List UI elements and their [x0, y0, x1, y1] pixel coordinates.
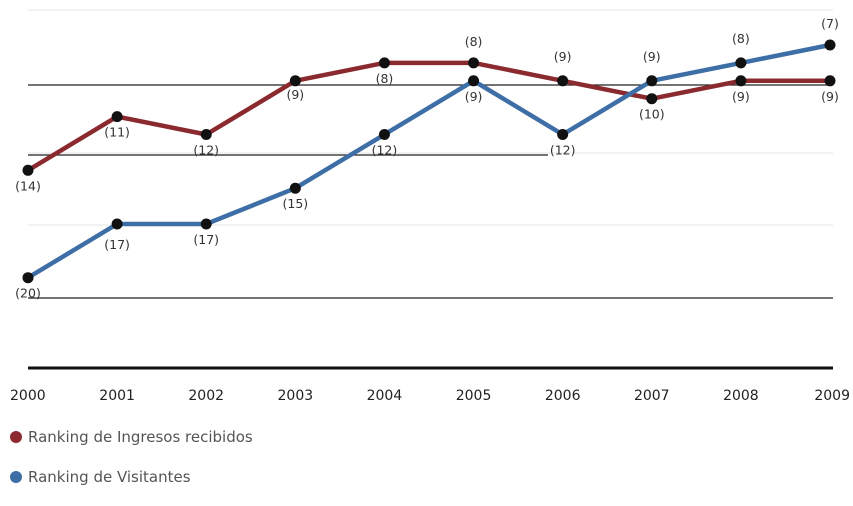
data-labels: (14) (11) (12) (9) (8) (8) (9) (10) (9) (9) (20) (1… — [15, 16, 839, 301]
x-tick-label-2001: 2001 — [99, 388, 135, 404]
data-point-s1-0 — [22, 272, 34, 284]
series-line-0 — [26, 60, 830, 173]
x-axis-tick-labels: 2000 2001 2002 2003 2004 2005 2006 2007 2008 2009 — [10, 388, 850, 404]
data-label-s0-0: (14) — [15, 178, 41, 193]
x-tick-label-2005: 2005 — [456, 388, 492, 404]
data-label-s1-6: (12) — [550, 143, 576, 158]
legend-marker-ingresos — [10, 431, 22, 443]
data-point-s0-5 — [468, 57, 480, 69]
line-chart: (14) (11) (12) (9) (8) (8) (9) (10) (9) (9) (20) (1… — [10, 9, 850, 404]
legend-label-ingresos: Ranking de Ingresos recibidos — [28, 428, 253, 446]
data-point-s0-3 — [289, 75, 301, 87]
data-label-s1-5: (9) — [465, 89, 483, 104]
legend-item-ingresos: Ranking de Ingresos recibidos — [10, 426, 253, 448]
data-label-s0-8: (9) — [732, 89, 750, 104]
data-label-s1-9: (7) — [821, 16, 839, 31]
data-point-s1-4 — [378, 129, 390, 140]
data-point-s1-3 — [289, 182, 301, 194]
data-label-s1-1: (17) — [104, 237, 130, 252]
data-point-s1-9 — [824, 39, 836, 51]
data-label-s1-7: (9) — [643, 49, 661, 64]
x-tick-label-2007: 2007 — [634, 388, 670, 404]
data-point-s0-2 — [200, 129, 212, 140]
data-point-s0-0 — [22, 164, 34, 176]
data-point-s1-7 — [646, 75, 658, 87]
data-label-s0-1: (11) — [104, 125, 130, 140]
x-tick-label-2006: 2006 — [545, 388, 581, 404]
data-point-s0-6 — [557, 75, 569, 87]
data-label-s0-5: (8) — [465, 34, 483, 49]
data-label-s0-4: (8) — [376, 71, 394, 86]
data-point-s1-2 — [200, 218, 212, 230]
x-tick-label-2002: 2002 — [188, 388, 224, 404]
x-tick-label-2004: 2004 — [367, 388, 403, 404]
x-tick-label-2000: 2000 — [10, 388, 46, 404]
legend-item-visitantes: Ranking de Visitantes — [10, 466, 253, 488]
data-label-s0-3: (9) — [286, 87, 304, 102]
x-tick-label-2008: 2008 — [723, 388, 759, 404]
data-point-s0-4 — [378, 57, 390, 69]
data-label-s0-6: (9) — [554, 49, 572, 64]
data-point-s0-1 — [111, 111, 123, 123]
data-label-s1-3: (15) — [282, 196, 308, 211]
data-label-s0-2: (12) — [193, 143, 219, 158]
x-tick-label-2003: 2003 — [278, 388, 314, 404]
data-label-s1-8: (8) — [732, 31, 750, 46]
data-label-s1-4: (12) — [372, 143, 398, 158]
data-label-s1-0: (20) — [15, 286, 41, 301]
data-label-s1-2: (17) — [193, 232, 219, 247]
data-point-s1-5 — [468, 75, 480, 87]
legend-marker-visitantes — [10, 471, 22, 483]
data-label-s0-9: (9) — [821, 89, 839, 104]
data-point-s1-1 — [111, 218, 123, 230]
data-point-s0-8 — [735, 75, 747, 87]
series-lines — [26, 42, 831, 280]
legend-label-visitantes: Ranking de Visitantes — [28, 468, 191, 486]
data-point-s0-7 — [646, 93, 658, 105]
data-point-s1-8 — [735, 57, 747, 69]
data-point-s0-9 — [824, 75, 836, 87]
data-points — [22, 39, 836, 284]
legend: Ranking de Ingresos recibidos Ranking de… — [10, 426, 253, 506]
series-line-1 — [26, 42, 831, 280]
data-label-s0-7: (10) — [639, 107, 665, 122]
x-tick-label-2009: 2009 — [814, 388, 850, 404]
data-point-s1-6 — [557, 129, 569, 140]
